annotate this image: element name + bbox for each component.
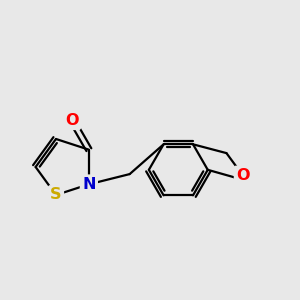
Text: S: S [50,188,62,202]
Text: O: O [236,168,250,183]
Text: O: O [65,113,79,128]
Text: N: N [82,177,96,192]
